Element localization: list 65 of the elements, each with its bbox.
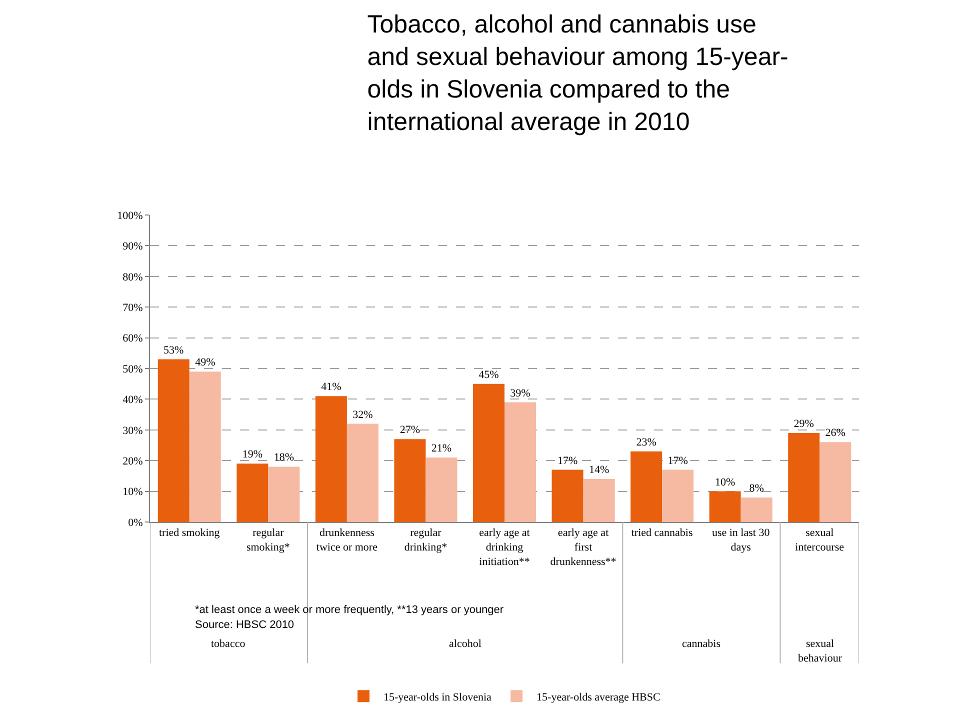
data-label: 8% — [749, 482, 764, 494]
data-label: 17% — [668, 454, 688, 467]
text: alcohol — [449, 638, 482, 650]
bar — [709, 491, 741, 522]
x-tick-label: regular drinking* — [404, 527, 448, 554]
x-tick-label: drunkenness twice or more — [316, 527, 378, 554]
y-tick-label: 20% — [122, 455, 143, 468]
data-label: 39% — [510, 387, 530, 400]
data-label: 27% — [400, 424, 420, 436]
source-note: Source: HBSC 2010 — [195, 619, 294, 631]
data-label: 53% — [164, 344, 184, 356]
bar — [426, 458, 458, 522]
x-tick-label: early age at first drunkenness** — [550, 527, 616, 568]
text: tobacco — [211, 638, 246, 650]
data-label: 14% — [588, 464, 610, 476]
bar — [820, 442, 852, 522]
data-label: 23% — [636, 436, 656, 448]
bar — [504, 402, 536, 522]
bar — [662, 470, 694, 522]
bar — [472, 384, 504, 522]
x-tick-label: sexual intercourse — [795, 527, 844, 554]
y-tick-label: 0% — [128, 516, 143, 529]
chart-title: Tobacco, alcohol and cannabis use and sexual behaviour among 15-year-olds in Slovenia compared to the international average in 2010 — [367, 10, 788, 136]
bar — [740, 497, 772, 522]
legend-label: 15-year-olds average HBSC — [536, 691, 660, 704]
data-label: 49% — [195, 356, 216, 369]
bar — [189, 372, 221, 522]
bar — [236, 464, 268, 522]
data-label: 32% — [352, 408, 373, 421]
data-label: 29% — [794, 418, 814, 430]
bar — [583, 479, 615, 522]
y-tick-label: 60% — [122, 332, 143, 345]
text: cannabis — [682, 638, 720, 650]
data-label: 45% — [478, 368, 499, 381]
y-tick-label: 100% — [117, 210, 143, 222]
legend-label: 15-year-olds in Slovenia — [384, 691, 492, 704]
bar — [630, 451, 662, 522]
bar — [552, 470, 584, 522]
bar — [158, 359, 190, 522]
y-tick-label: 30% — [122, 424, 143, 437]
x-tick-label: tried cannabis — [631, 527, 693, 540]
bar — [788, 432, 820, 522]
y-tick-label: 80% — [122, 271, 143, 284]
data-label: 21% — [431, 442, 452, 455]
y-tick-label: 90% — [122, 240, 143, 253]
x-tick-label: regular smoking* — [246, 527, 290, 554]
data-label: 19% — [242, 448, 262, 461]
text: *at least once a week or more frequently, **13 years or younger — [195, 604, 504, 616]
data-label: 18% — [274, 452, 294, 464]
data-label: 41% — [321, 381, 342, 394]
bar — [394, 439, 426, 522]
data-label: 17% — [557, 454, 578, 467]
x-tick-label: tried smoking — [158, 527, 220, 540]
bar — [346, 424, 378, 522]
y-tick-label: 40% — [122, 394, 143, 406]
y-tick-label: 70% — [122, 302, 143, 314]
text: sexual behaviour — [798, 638, 842, 664]
y-tick-label: 10% — [122, 486, 143, 498]
bar — [268, 466, 300, 522]
bar — [315, 396, 347, 522]
y-tick-label: 50% — [122, 363, 143, 376]
x-tick-label: use in last 30 days — [712, 527, 770, 554]
data-label: 10% — [714, 476, 736, 488]
x-tick-label: early age at drinking initiation** — [479, 527, 530, 568]
data-label: 26% — [825, 427, 846, 440]
